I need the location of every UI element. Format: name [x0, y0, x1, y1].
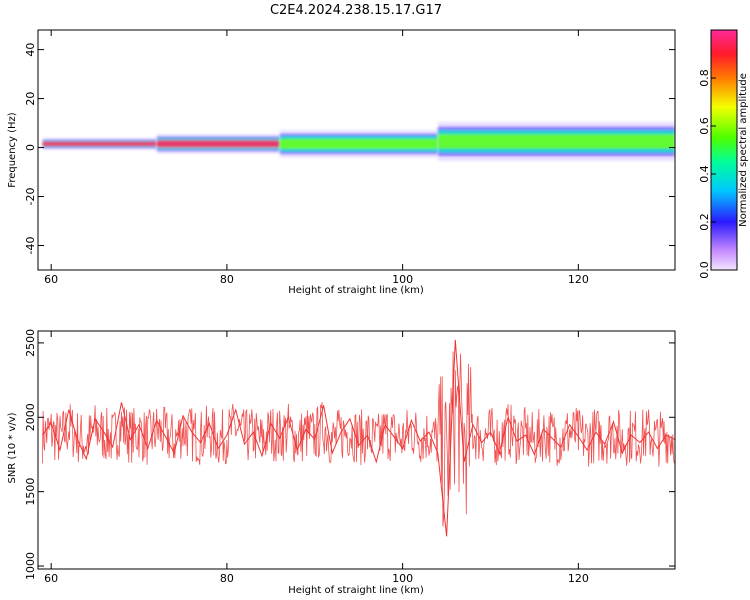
spectrogram-band-layer [279, 138, 438, 150]
spectrogram-band-0 [42, 138, 157, 150]
spectrogram-xtick-label: 100 [392, 273, 413, 286]
snr-ytick-label: 2500 [24, 329, 37, 357]
snr-ytick-label: 1000 [24, 552, 37, 580]
spectrogram-band-layer [42, 141, 157, 147]
snr-ytick-label: 1500 [24, 478, 37, 506]
spectrogram-ytick-label: 0 [24, 144, 37, 151]
spectrogram-band-2 [279, 130, 438, 158]
spectrogram-heatmap [42, 121, 675, 162]
spectrogram-panel: 60 80 100 120 40 20 0 -20 -40 Height of straight… [7, 29, 676, 296]
spectrogram-axes: 60 80 100 120 40 20 0 -20 -40 [24, 30, 675, 286]
snr-line-series [41, 339, 675, 537]
spectrogram-xlabel: Height of straight line (km) [288, 285, 424, 296]
colorbar-tick-label: 0.4 [698, 165, 711, 183]
colorbar: 0.0 0.2 0.4 0.6 0.8 Normalized spectral ampl… [698, 29, 749, 279]
colorbar-label: Normalized spectral amplitude [738, 73, 749, 227]
snr-ytick-label: 2000 [24, 403, 37, 431]
snr-panel: 60 80 100 120 2500 2000 1500 1000 Height of str… [7, 329, 676, 596]
colorbar-tick-label: 0.0 [698, 261, 711, 279]
spectrogram-ytick-label: 20 [24, 92, 37, 106]
spectrogram-xtick-label: 80 [220, 273, 234, 286]
spectrogram-frame [37, 29, 676, 271]
spectrogram-ytick-label: -20 [24, 188, 37, 206]
spectrogram-xtick-label: 60 [44, 273, 58, 286]
snr-xtick-label: 100 [392, 572, 413, 585]
colorbar-tick-label: 0.2 [698, 213, 711, 231]
colorbar-gradient [710, 29, 738, 271]
spectrogram-band-3 [437, 121, 675, 162]
spectrogram-band-layer [156, 140, 280, 148]
spectrogram-band-1 [156, 134, 280, 154]
snr-xtick-label: 60 [44, 572, 58, 585]
snr-xtick-label: 80 [220, 572, 234, 585]
snr-xlabel: Height of straight line (km) [288, 585, 424, 596]
spectrogram-xtick-label: 120 [568, 273, 589, 286]
colorbar-tick-label: 0.6 [698, 117, 711, 135]
figure-title: C2E4.2024.238.15.17.G17 [270, 3, 442, 18]
colorbar-tick-label: 0.8 [698, 69, 711, 87]
spectrogram-ylabel: Frequency (Hz) [7, 112, 18, 188]
colorbar-ticks: 0.0 0.2 0.4 0.6 0.8 [698, 69, 716, 279]
spectrogram-ytick-label: -40 [24, 237, 37, 255]
snr-frame [37, 330, 676, 570]
snr-axes: 60 80 100 120 2500 2000 1500 1000 [24, 329, 675, 585]
snr-ylabel: SNR (10 * v/v) [7, 412, 18, 483]
snr-xtick-label: 120 [568, 572, 589, 585]
spectrogram-ytick-label: 40 [24, 43, 37, 57]
snr-noise-trace [42, 351, 675, 527]
spectrogram-band-layer [437, 134, 675, 149]
